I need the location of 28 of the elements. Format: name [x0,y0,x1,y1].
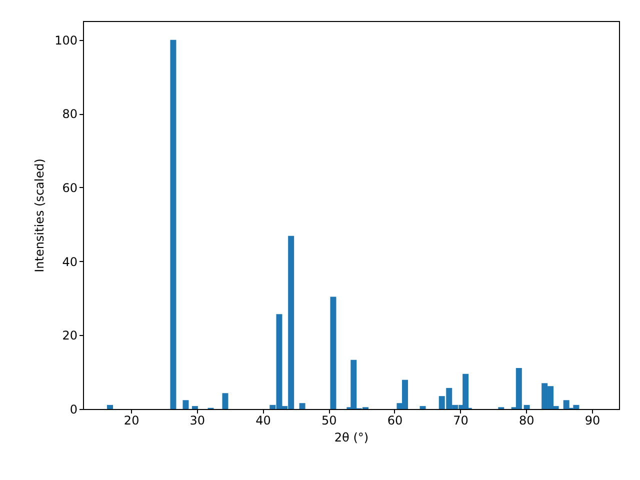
x-tick-label: 20 [124,414,140,428]
x-tick-label: 60 [387,414,403,428]
x-axis-title: 2θ (°) [334,430,369,444]
x-tick-label: 90 [584,414,600,428]
bar [299,403,306,409]
x-tick-label: 50 [321,414,337,428]
bar [516,368,522,409]
bar [182,400,189,409]
bar [170,40,176,409]
x-tick-label: 70 [453,414,468,428]
bar [222,393,228,409]
y-tick-label: 60 [62,180,78,195]
bar [563,400,570,409]
y-tick-label: 40 [62,254,78,269]
bar [330,296,336,409]
x-tick-label: 30 [190,414,206,428]
y-tick-label: 0 [70,402,78,416]
x-tick-label: 80 [519,414,534,428]
y-tick-label: 100 [54,33,78,48]
bar [420,406,426,409]
bar [192,406,198,409]
bar [107,404,113,409]
x-tick-label: 40 [256,414,271,428]
y-tick-label: 20 [62,328,78,343]
y-tick-label: 80 [62,107,78,122]
bar [462,374,469,409]
y-axis-title: Intensities (scaled) [32,158,47,272]
bar [524,404,530,409]
